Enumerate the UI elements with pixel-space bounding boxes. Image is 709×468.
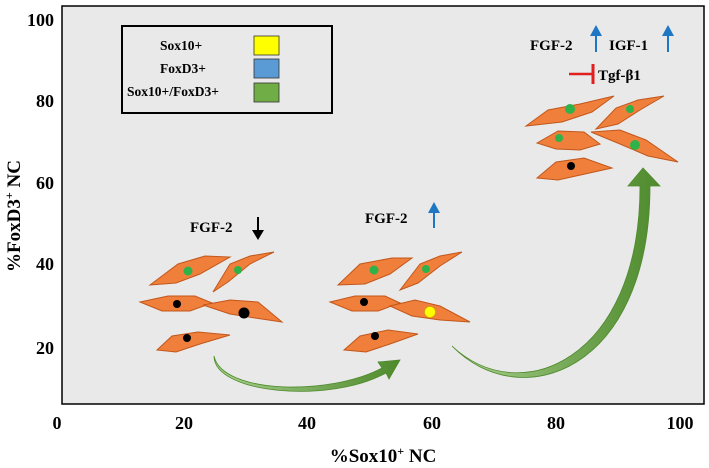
nucleus-yellow	[424, 306, 436, 318]
cell-group-1	[138, 251, 284, 353]
y-tick-100: 100	[27, 10, 54, 30]
nucleus-green	[555, 134, 563, 142]
cell-group-3	[524, 95, 679, 181]
nucleus-black	[371, 332, 379, 340]
legend-swatch-sox10	[253, 35, 280, 56]
up-arrow-icon	[428, 202, 440, 228]
factor-label-igf1: IGF-1	[609, 38, 648, 54]
x-tick-40: 40	[298, 413, 316, 433]
annotation-group-1: FGF-2	[190, 217, 264, 240]
nucleus-black	[238, 307, 250, 319]
y-tick-labels: 100 80 60 40 20	[27, 10, 54, 358]
y-tick-60: 60	[36, 173, 54, 193]
nucleus-black	[183, 334, 191, 342]
legend: Sox10+ FoxD3+ Sox10+/FoxD3+	[121, 25, 333, 114]
transition-arrow-2	[451, 167, 661, 378]
nucleus-green	[626, 105, 634, 113]
nucleus-green	[630, 140, 640, 150]
legend-box	[121, 25, 333, 114]
legend-label-foxd3: FoxD3+	[160, 61, 206, 76]
y-tick-40: 40	[36, 254, 54, 274]
x-axis-label: %Sox10+ NC	[330, 444, 437, 467]
nucleus-green	[422, 265, 430, 273]
legend-swatch-sox10-foxd3	[253, 82, 280, 103]
up-arrow-icon	[590, 25, 602, 52]
inhibited-factor-label: Tgf-β1	[598, 68, 641, 84]
nucleus-black	[567, 162, 575, 170]
x-tick-80: 80	[547, 413, 565, 433]
legend-swatch-foxd3	[253, 58, 280, 79]
x-tick-labels: 0 20 40 60 80 100	[53, 413, 694, 433]
cell	[398, 251, 463, 292]
cell	[535, 130, 602, 151]
nucleus-black	[360, 298, 368, 306]
annotation-group-3: FGF-2 IGF-1 Tgf-β1	[530, 25, 674, 84]
factor-label: FGF-2	[190, 220, 233, 236]
up-arrow-icon	[662, 25, 674, 52]
factor-label-fgf2: FGF-2	[530, 38, 573, 54]
x-tick-0: 0	[53, 413, 62, 433]
legend-label-sox10: Sox10+	[160, 38, 202, 53]
y-axis-label: %FoxD3+ NC	[2, 160, 25, 272]
nucleus-green	[565, 104, 575, 114]
y-tick-80: 80	[36, 91, 54, 111]
cell	[535, 157, 614, 181]
factor-label: FGF-2	[365, 211, 408, 227]
cell	[212, 251, 275, 293]
nucleus-green	[234, 266, 242, 274]
x-tick-100: 100	[667, 413, 694, 433]
inhibition-icon	[569, 64, 595, 84]
x-tick-60: 60	[423, 413, 441, 433]
cell-group-2	[328, 251, 471, 353]
cell	[155, 331, 231, 353]
nucleus-black	[173, 300, 181, 308]
down-arrow-icon	[252, 217, 264, 240]
nucleus-green	[369, 265, 379, 275]
y-tick-20: 20	[36, 338, 54, 358]
nucleus-green	[183, 266, 193, 276]
annotation-group-2: FGF-2	[365, 202, 440, 228]
x-tick-20: 20	[175, 413, 193, 433]
cell	[342, 329, 419, 353]
transition-arrow-1	[213, 355, 401, 392]
legend-label-sox10-foxd3: Sox10+/FoxD3+	[127, 84, 219, 99]
